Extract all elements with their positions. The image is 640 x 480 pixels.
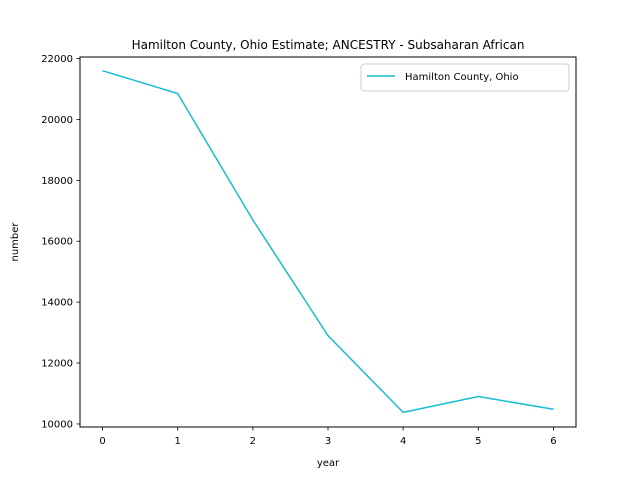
x-axis: 0 1 2 3 4 5 6 (99, 427, 557, 447)
series-line (102, 69, 554, 414)
y-axis: 10000 12000 14000 16000 18000 20000 22000 (41, 54, 80, 430)
y-axis-label: number (10, 222, 21, 262)
legend: Hamilton County, Ohio (360, 63, 570, 92)
x-tick-label: 5 (475, 436, 481, 447)
y-tick-label: 10000 (41, 419, 73, 430)
series-layer (102, 69, 554, 414)
legend-label: Hamilton County, Ohio (405, 72, 519, 83)
x-tick-label: 1 (175, 436, 181, 447)
plot-frame (79, 56, 577, 428)
y-tick-label: 22000 (41, 54, 73, 65)
x-tick-label: 3 (325, 436, 331, 447)
y-tick-label: 16000 (41, 237, 73, 248)
y-tick-label: 20000 (41, 115, 73, 126)
x-tick-label: 6 (550, 436, 556, 447)
x-tick-label: 2 (250, 436, 256, 447)
y-tick-label: 14000 (41, 298, 73, 309)
x-tick-label: 0 (99, 436, 105, 447)
legend-box (360, 63, 570, 92)
y-tick-label: 18000 (41, 176, 73, 187)
chart-title: Hamilton County, Ohio Estimate; ANCESTRY… (132, 38, 525, 52)
y-tick-label: 12000 (41, 359, 73, 370)
x-axis-label: year (317, 458, 340, 469)
x-tick-label: 4 (400, 436, 406, 447)
plot-area (80, 57, 576, 427)
